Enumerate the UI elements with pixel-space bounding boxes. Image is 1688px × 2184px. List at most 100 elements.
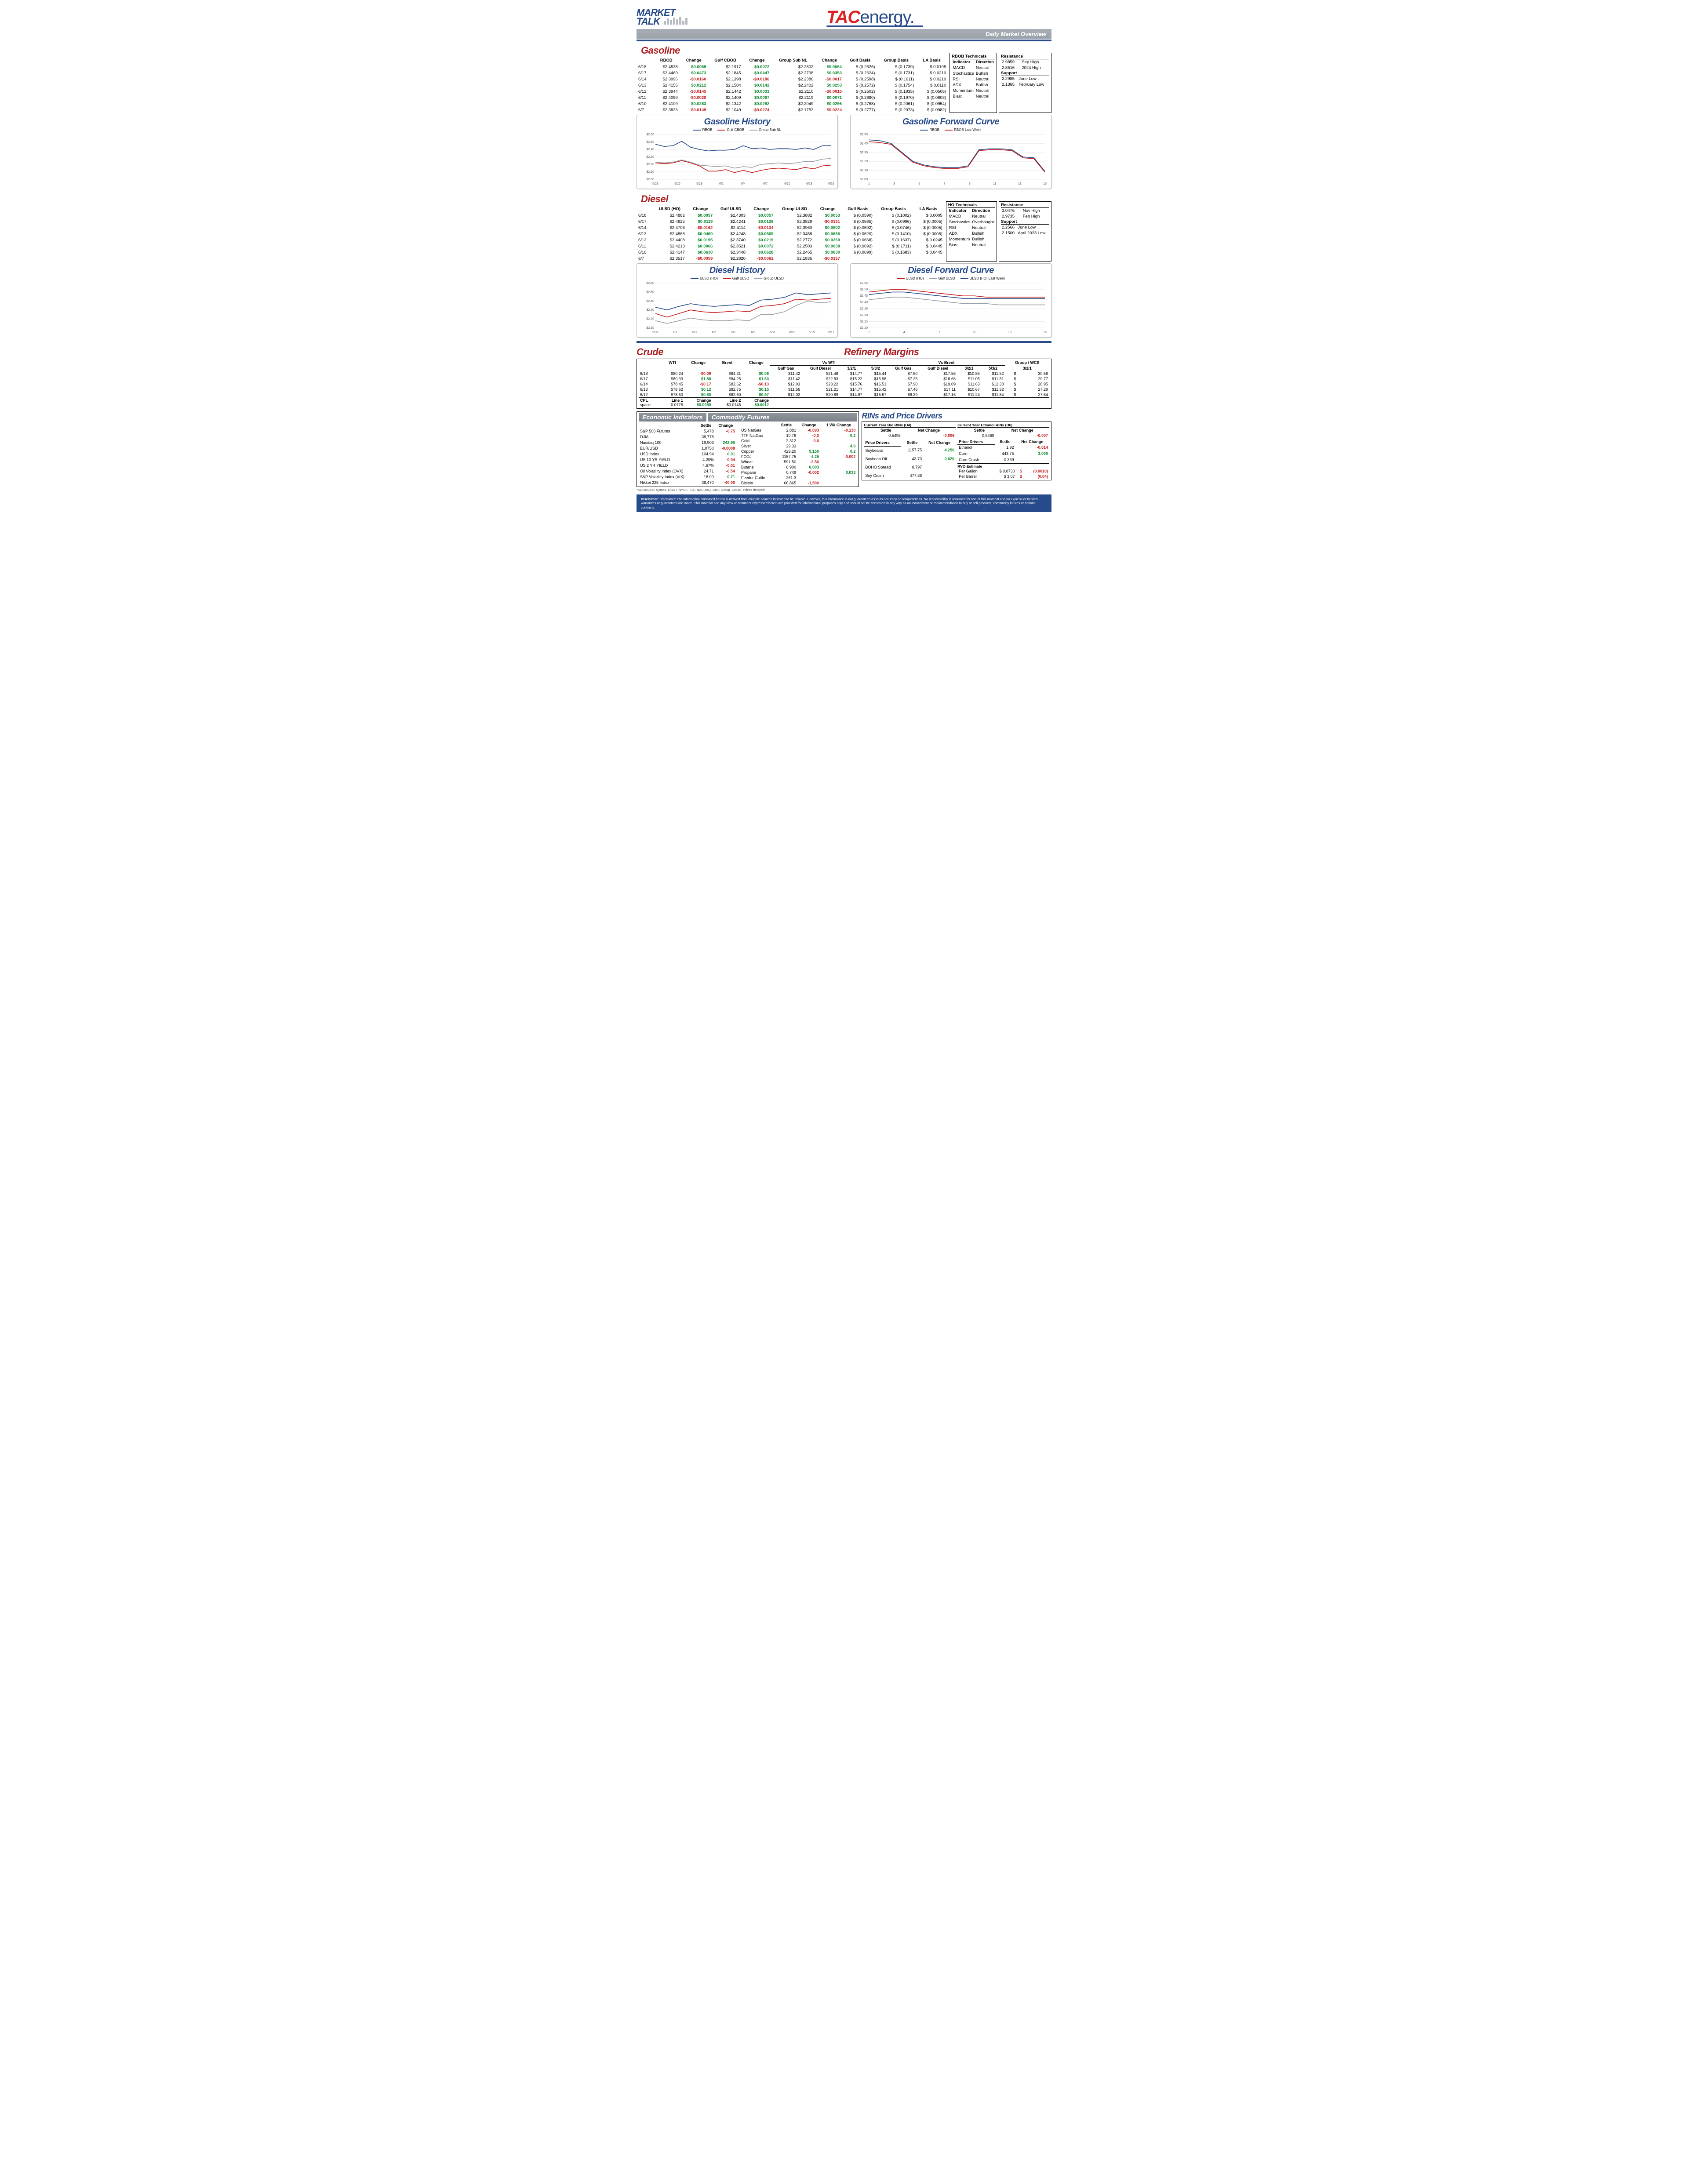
- svg-text:11: 11: [993, 182, 996, 185]
- svg-text:6/4: 6/4: [741, 182, 746, 185]
- svg-text:$2.50: $2.50: [646, 141, 654, 144]
- diesel-fwd-legend: ULSD (HO)Gulf ULSDULSD (HO) Last Week: [852, 276, 1049, 280]
- svg-text:$2.45: $2.45: [860, 294, 868, 298]
- blue-rule2: [637, 341, 1051, 343]
- market-talk-logo: MARKET TALK: [637, 7, 688, 27]
- gas-history-title: Gasoline History: [639, 117, 836, 127]
- svg-text:$2.35: $2.35: [860, 307, 868, 310]
- svg-text:6/1: 6/1: [719, 182, 724, 185]
- svg-text:13: 13: [1018, 182, 1022, 185]
- diesel-history-title: Diesel History: [639, 265, 836, 276]
- page-header: MARKET TALK TACenergy.: [637, 4, 1051, 27]
- gas-fwd-chart: $2.00$2.10$2.20$2.30$2.40$2.501357911131…: [852, 133, 1049, 185]
- svg-text:$2.20: $2.20: [646, 318, 654, 321]
- svg-text:$2.10: $2.10: [646, 327, 654, 330]
- svg-text:13: 13: [1008, 331, 1011, 334]
- svg-text:$2.40: $2.40: [646, 300, 654, 303]
- price-drivers-left: Price DriversSettleNet ChangeSoybeans115…: [864, 439, 956, 479]
- bars-icon: [664, 17, 688, 25]
- svg-text:6/13: 6/13: [789, 331, 795, 334]
- diesel-table: ULSD (HO)ChangeGulf ULSDChangeGroup ULSD…: [637, 206, 944, 262]
- price-drivers-right: Price DriversSettleNet ChangeEthanol1.92…: [957, 439, 1049, 462]
- svg-text:6/3: 6/3: [692, 331, 697, 334]
- svg-text:1: 1: [868, 331, 870, 334]
- gasoline-table: RBOBChangeGulf CBOBChangeGroup Sub NLCha…: [637, 57, 948, 113]
- gas-fwd-legend: RBOBRBOB Last Week: [852, 128, 1049, 132]
- svg-text:4: 4: [903, 331, 905, 334]
- svg-text:$2.25: $2.25: [860, 320, 868, 323]
- svg-text:6/7: 6/7: [731, 331, 736, 334]
- crude-refinery-table: WTIChangeBrentChangeVs WTIVs BrentGroup …: [639, 360, 1049, 407]
- svg-text:$2.55: $2.55: [860, 282, 868, 285]
- diesel-levels: Resistance 3.0476Nov High2.9735Feb High …: [999, 201, 1051, 262]
- svg-text:$2.30: $2.30: [860, 314, 868, 317]
- refinery-title: Refinery Margins: [844, 346, 1051, 358]
- diesel-block: Diesel ULSD (HO)ChangeGulf ULSDChangeGro…: [637, 193, 1051, 262]
- svg-text:$2.60: $2.60: [646, 282, 654, 285]
- gas-history-legend: RBOBGulf CBOBGroup Sub NL: [639, 128, 836, 132]
- svg-text:$2.20: $2.20: [646, 163, 654, 166]
- bottom-row: Economic Indicators Commodity Futures Se…: [637, 411, 1051, 487]
- crude-refinery-row: Crude Refinery Margins: [637, 345, 1051, 359]
- rins-box: Current Year Bio RINs (D4) SettleNet Cha…: [862, 422, 1051, 480]
- mt-bot: TALK: [637, 16, 688, 27]
- svg-text:$2.20: $2.20: [860, 327, 868, 330]
- svg-text:10: 10: [973, 331, 976, 334]
- svg-text:6/17: 6/17: [828, 331, 834, 334]
- svg-text:6/5: 6/5: [712, 331, 716, 334]
- svg-text:$2.60: $2.60: [646, 133, 654, 136]
- svg-text:$2.50: $2.50: [860, 133, 868, 136]
- svg-text:$2.40: $2.40: [860, 301, 868, 304]
- svg-text:16: 16: [1043, 331, 1047, 334]
- svg-text:$2.00: $2.00: [646, 178, 654, 181]
- diesel-fwd-chart: $2.20$2.25$2.30$2.35$2.40$2.45$2.50$2.55…: [852, 281, 1049, 334]
- svg-text:6/10: 6/10: [784, 182, 790, 185]
- svg-text:1: 1: [868, 182, 870, 185]
- disclaimer: Disclaimer: Disclaimer: The information …: [637, 494, 1051, 512]
- subheader: Daily Market Overview: [637, 29, 1051, 39]
- svg-text:$2.30: $2.30: [646, 309, 654, 312]
- svg-text:$2.30: $2.30: [646, 156, 654, 159]
- commod-table: SettleChange1 Wk ChangeUS NatGas2.881-0.…: [740, 422, 857, 486]
- gas-fwd-title: Gasoline Forward Curve: [852, 117, 1049, 127]
- diesel-history-legend: ULSD (HO)Gulf ULSDGroup ULSD: [639, 276, 836, 280]
- svg-text:9: 9: [969, 182, 971, 185]
- crude-title: Crude: [637, 346, 844, 358]
- svg-text:5/30: 5/30: [652, 331, 658, 334]
- svg-text:$2.40: $2.40: [860, 142, 868, 145]
- svg-text:6/16: 6/16: [828, 182, 834, 185]
- svg-text:6/15: 6/15: [809, 331, 815, 334]
- svg-text:6/11: 6/11: [770, 331, 775, 334]
- svg-text:5: 5: [918, 182, 920, 185]
- crude-refinery-box: WTIChangeBrentChangeVs WTIVs BrentGroup …: [637, 359, 1051, 409]
- rins-title: RINs and Price Drivers: [862, 411, 1051, 421]
- ho-technicals: HO Technicals IndicatorDirectionMACDNeut…: [946, 201, 997, 262]
- econ-title: Economic Indicators: [639, 413, 706, 422]
- svg-text:5/26: 5/26: [674, 182, 680, 185]
- diesel-charts: Diesel History ULSD (HO)Gulf ULSDGroup U…: [637, 263, 1051, 338]
- svg-text:7: 7: [939, 331, 940, 334]
- svg-text:5/23: 5/23: [652, 182, 658, 185]
- rins-box-wrap: RINs and Price Drivers Current Year Bio …: [862, 411, 1051, 487]
- svg-text:7: 7: [943, 182, 945, 185]
- svg-text:6/1: 6/1: [673, 331, 677, 334]
- rbob-technicals: RBOB Technicals IndicatorDirectionMACDNe…: [950, 53, 997, 113]
- econ-table: SettleChangeS&P 500 Futures5,478-0.75DJI…: [639, 422, 736, 486]
- commod-title: Commodity Futures: [708, 413, 857, 422]
- svg-text:$2.00: $2.00: [860, 178, 868, 181]
- gasoline-title: Gasoline: [641, 45, 948, 56]
- svg-text:6/9: 6/9: [751, 331, 755, 334]
- diesel-history-chart: $2.10 $2.20 $2.30 $2.40 $2.50 $2.60 5/30 6/1 6/3…: [639, 281, 836, 334]
- svg-text:$2.40: $2.40: [646, 148, 654, 151]
- diesel-fwd-title: Diesel Forward Curve: [852, 265, 1049, 276]
- gasoline-charts: Gasoline History RBOBGulf CBOBGroup Sub …: [637, 115, 1051, 189]
- blue-rule: [637, 40, 1051, 41]
- svg-text:5/29: 5/29: [696, 182, 702, 185]
- svg-text:15: 15: [1043, 182, 1047, 185]
- econ-commod-box: Economic Indicators Commodity Futures Se…: [637, 411, 859, 487]
- svg-text:$2.20: $2.20: [860, 160, 868, 163]
- svg-text:$2.10: $2.10: [860, 169, 868, 172]
- gasoline-block: Gasoline RBOBChangeGulf CBOBChangeGroup …: [637, 44, 1051, 113]
- svg-text:$2.50: $2.50: [646, 291, 654, 294]
- gasoline-levels: Resistance 2.9859Sep High2.85162024 High…: [999, 53, 1051, 113]
